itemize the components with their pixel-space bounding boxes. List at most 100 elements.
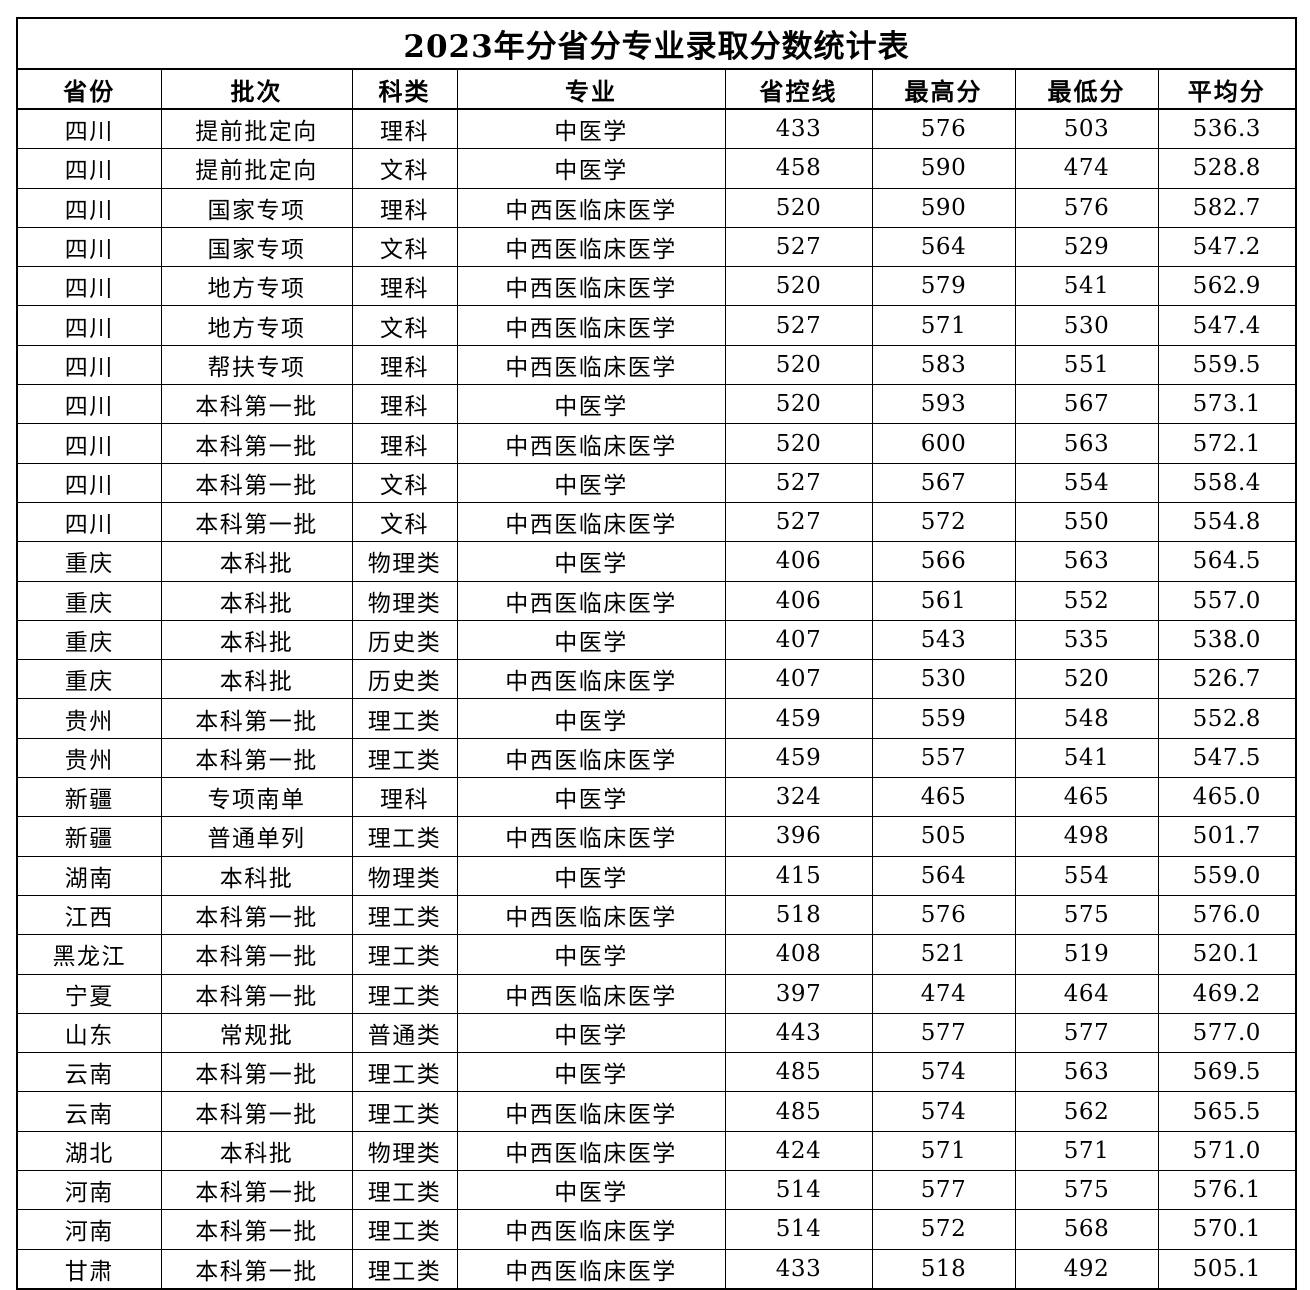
cell-province_line: 518 (724, 894, 873, 936)
cell-province_line: 407 (724, 659, 873, 700)
cell-average: 564.5 (1157, 541, 1298, 582)
cell-average: 582.7 (1157, 187, 1298, 228)
cell-highest: 571 (871, 305, 1016, 346)
cell-province: 甘肃 (16, 1248, 162, 1290)
cell-batch: 本科第一批 (160, 1170, 353, 1211)
cell-highest: 465 (871, 777, 1016, 818)
cell-province_line: 459 (724, 737, 873, 779)
cell-average: 576.1 (1157, 1170, 1298, 1211)
cell-average: 562.9 (1157, 266, 1298, 307)
cell-major: 中医学 (456, 148, 726, 189)
table-row: 贵州 本科第一批 理工类 中西医临床医学 459 557 541 547.5 (16, 737, 1298, 779)
cell-major: 中西医临床医学 (456, 816, 726, 857)
cell-category: 物理类 (351, 541, 458, 582)
cell-category: 理科 (351, 187, 458, 228)
cell-highest: 559 (871, 698, 1016, 739)
cell-province: 河南 (16, 1170, 162, 1211)
cell-batch: 提前批定向 (160, 148, 353, 189)
cell-highest: 572 (871, 1209, 1016, 1250)
cell-province: 云南 (16, 1052, 162, 1093)
cell-highest: 474 (871, 973, 1016, 1014)
cell-category: 理科 (351, 384, 458, 425)
cell-average: 547.2 (1157, 226, 1298, 268)
column-header-major: 专业 (456, 68, 726, 110)
cell-major: 中西医临床医学 (456, 344, 726, 386)
cell-major: 中西医临床医学 (456, 973, 726, 1014)
cell-average: 571.0 (1157, 1130, 1298, 1172)
cell-lowest: 503 (1014, 108, 1159, 150)
cell-province: 山东 (16, 1012, 162, 1054)
cell-category: 文科 (351, 148, 458, 189)
cell-category: 理工类 (351, 1052, 458, 1093)
cell-average: 547.5 (1157, 737, 1298, 779)
cell-province_line: 433 (724, 1248, 873, 1290)
cell-lowest: 563 (1014, 423, 1159, 464)
cell-province_line: 520 (724, 423, 873, 464)
cell-province_line: 514 (724, 1209, 873, 1250)
cell-category: 文科 (351, 501, 458, 543)
cell-category: 理工类 (351, 737, 458, 779)
cell-province: 湖南 (16, 855, 162, 896)
cell-major: 中西医临床医学 (456, 501, 726, 543)
cell-category: 理科 (351, 777, 458, 818)
table-row: 新疆 专项南单 理科 中医学 324 465 465 465.0 (16, 777, 1298, 818)
cell-major: 中医学 (456, 462, 726, 503)
cell-major: 中医学 (456, 1012, 726, 1054)
cell-lowest: 575 (1014, 894, 1159, 936)
cell-major: 中医学 (456, 619, 726, 661)
cell-highest: 572 (871, 501, 1016, 543)
cell-batch: 本科第一批 (160, 501, 353, 543)
cell-category: 理科 (351, 266, 458, 307)
cell-province: 新疆 (16, 777, 162, 818)
cell-average: 557.0 (1157, 580, 1298, 621)
cell-province_line: 520 (724, 384, 873, 425)
table-row: 重庆 本科批 物理类 中医学 406 566 563 564.5 (16, 541, 1298, 582)
cell-average: 576.0 (1157, 894, 1298, 936)
cell-highest: 518 (871, 1248, 1016, 1290)
cell-lowest: 520 (1014, 659, 1159, 700)
cell-average: 565.5 (1157, 1091, 1298, 1132)
cell-province_line: 443 (724, 1012, 873, 1054)
cell-batch: 本科第一批 (160, 423, 353, 464)
column-header-average: 平均分 (1157, 68, 1298, 110)
cell-average: 577.0 (1157, 1012, 1298, 1054)
cell-batch: 本科第一批 (160, 1248, 353, 1290)
table-row: 四川 国家专项 理科 中西医临床医学 520 590 576 582.7 (16, 187, 1298, 228)
cell-average: 526.7 (1157, 659, 1298, 700)
table-row: 贵州 本科第一批 理工类 中医学 459 559 548 552.8 (16, 698, 1298, 739)
cell-lowest: 562 (1014, 1091, 1159, 1132)
cell-highest: 590 (871, 187, 1016, 228)
cell-major: 中医学 (456, 1170, 726, 1211)
cell-average: 570.1 (1157, 1209, 1298, 1250)
cell-province: 四川 (16, 462, 162, 503)
cell-batch: 帮扶专项 (160, 344, 353, 386)
cell-average: 552.8 (1157, 698, 1298, 739)
table-row: 湖北 本科批 物理类 中西医临床医学 424 571 571 571.0 (16, 1130, 1298, 1172)
column-header-province: 省份 (16, 68, 162, 110)
cell-category: 文科 (351, 305, 458, 346)
cell-major: 中西医临床医学 (456, 226, 726, 268)
cell-category: 普通类 (351, 1012, 458, 1054)
cell-batch: 本科批 (160, 541, 353, 582)
cell-highest: 577 (871, 1170, 1016, 1211)
cell-lowest: 529 (1014, 226, 1159, 268)
cell-major: 中医学 (456, 934, 726, 975)
cell-major: 中西医临床医学 (456, 580, 726, 621)
cell-province_line: 527 (724, 462, 873, 503)
column-header-lowest: 最低分 (1014, 68, 1159, 110)
table-header-row: 省份 批次 科类 专业 省控线 最高分 最低分 平均分 (16, 68, 1298, 110)
cell-average: 501.7 (1157, 816, 1298, 857)
cell-batch: 普通单列 (160, 816, 353, 857)
cell-average: 465.0 (1157, 777, 1298, 818)
cell-province_line: 459 (724, 698, 873, 739)
cell-province_line: 433 (724, 108, 873, 150)
table-row: 四川 国家专项 文科 中西医临床医学 527 564 529 547.2 (16, 226, 1298, 268)
cell-province_line: 485 (724, 1091, 873, 1132)
cell-average: 554.8 (1157, 501, 1298, 543)
cell-category: 理工类 (351, 934, 458, 975)
cell-lowest: 563 (1014, 541, 1159, 582)
cell-province_line: 397 (724, 973, 873, 1014)
cell-province: 贵州 (16, 737, 162, 779)
cell-highest: 557 (871, 737, 1016, 779)
cell-lowest: 552 (1014, 580, 1159, 621)
